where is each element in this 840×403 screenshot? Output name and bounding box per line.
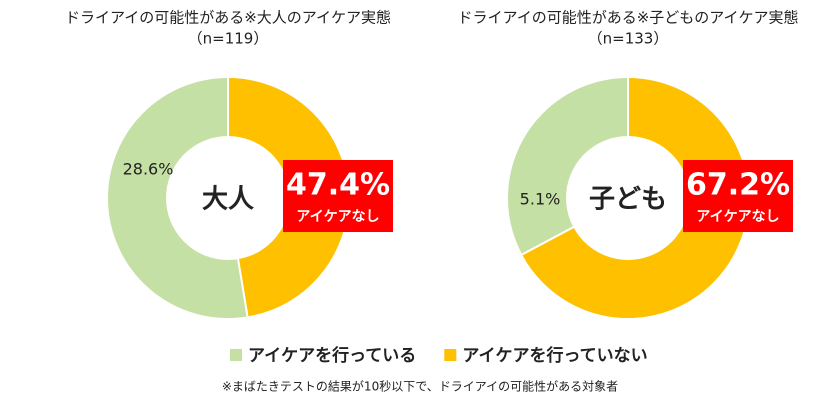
- chart-title: ドライアイの可能性がある※大人のアイケア実態: [65, 9, 391, 27]
- chart-title: ドライアイの可能性がある※子どものアイケア実態: [457, 9, 798, 27]
- highlight-label: アイケアなし: [296, 209, 379, 225]
- legend-label: アイケアを行っていない: [462, 345, 647, 366]
- center-label: 大人: [202, 185, 254, 215]
- highlight-value: 47.4%: [286, 168, 390, 203]
- value-label: 5.1%: [520, 190, 561, 209]
- highlight-value: 67.2%: [686, 168, 790, 203]
- pie-slice: [522, 78, 749, 318]
- chart-subtitle: （n=133）: [588, 30, 669, 48]
- legend-swatch: [444, 349, 457, 361]
- slice-divider: [237, 259, 249, 317]
- highlight-box: [683, 160, 793, 232]
- value-label: 28.6%: [123, 160, 174, 179]
- highlight-label: アイケアなし: [696, 209, 779, 225]
- highlight-box: [283, 160, 393, 232]
- center-label: 子ども: [589, 185, 667, 215]
- slice-divider: [521, 226, 574, 256]
- chart-subtitle: （n=119）: [188, 30, 269, 48]
- footnote: ※まばたきテストの結果が10秒以下で、ドライアイの可能性がある対象者: [222, 379, 618, 394]
- legend-label: アイケアを行っている: [248, 345, 416, 366]
- legend-swatch: [230, 349, 242, 361]
- pie-slice: [228, 78, 349, 317]
